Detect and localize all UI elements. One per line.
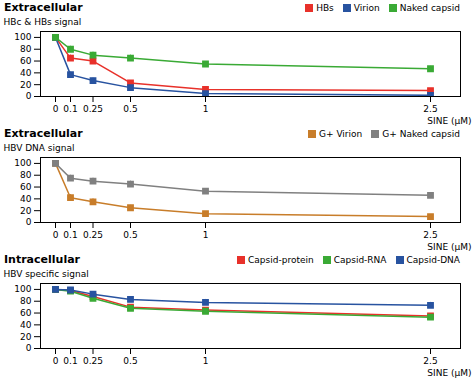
svg-text:80: 80 [20,170,32,180]
svg-text:0.25: 0.25 [83,356,103,366]
html-text:HBs: HBs [316,2,334,13]
svg-text:0: 0 [26,91,32,101]
svg-text:80: 80 [20,296,32,306]
svg-text:20: 20 [20,80,32,90]
svg-text:0.5: 0.5 [123,356,137,366]
html-text:G+ Naked capsid: G+ Naked capsid [382,128,460,139]
svg-text:20: 20 [20,332,32,342]
html-text:Virion: Virion [353,2,380,13]
html-text:Naked capsid: Naked capsid [399,2,460,13]
svg-text:0.1: 0.1 [63,356,77,366]
svg-text:0: 0 [53,356,59,366]
svg-text:1: 1 [203,104,209,114]
svg-text:40: 40 [20,194,32,204]
svg-text:HBc & HBs signal: HBc & HBs signal [4,17,82,27]
svg-text:60: 60 [20,308,32,318]
svg-text:HBV DNA signal: HBV DNA signal [4,143,75,153]
svg-text:20: 20 [20,206,32,216]
html-text:G+ Virion: G+ Virion [319,128,363,139]
html-text:Capsid-DNA: Capsid-DNA [406,254,460,265]
html-text:Intracellular: Intracellular [4,253,80,266]
html-text:Extracellular: Extracellular [4,1,83,14]
svg-text:2.5: 2.5 [423,356,437,366]
html-text:Capsid-RNA: Capsid-RNA [333,254,387,265]
svg-text:1: 1 [203,356,209,366]
svg-text:2.5: 2.5 [423,104,437,114]
svg-text:40: 40 [20,68,32,78]
svg-text:SINE (μM): SINE (μM) [427,242,471,252]
svg-text:0: 0 [26,217,32,227]
svg-text:100: 100 [14,158,31,168]
svg-text:0: 0 [26,343,32,353]
svg-text:0: 0 [53,230,59,240]
svg-text:1: 1 [203,230,209,240]
svg-text:80: 80 [20,44,32,54]
svg-text:SINE (μM): SINE (μM) [427,116,471,126]
svg-text:0: 0 [53,104,59,114]
html-text:Extracellular: Extracellular [4,127,83,140]
svg-text:SINE (μM): SINE (μM) [427,368,471,378]
html-text:Capsid-protein: Capsid-protein [248,254,314,265]
svg-text:2.5: 2.5 [423,230,437,240]
svg-text:60: 60 [20,56,32,66]
svg-text:0.5: 0.5 [123,230,137,240]
svg-text:0.5: 0.5 [123,104,137,114]
svg-text:60: 60 [20,182,32,192]
svg-text:40: 40 [20,320,32,330]
svg-text:HBV specific signal: HBV specific signal [4,269,89,279]
svg-text:0.25: 0.25 [83,230,103,240]
svg-text:100: 100 [14,284,31,294]
svg-text:100: 100 [14,32,31,42]
svg-text:0.25: 0.25 [83,104,103,114]
svg-text:0.1: 0.1 [63,104,77,114]
svg-text:0.1: 0.1 [63,230,77,240]
